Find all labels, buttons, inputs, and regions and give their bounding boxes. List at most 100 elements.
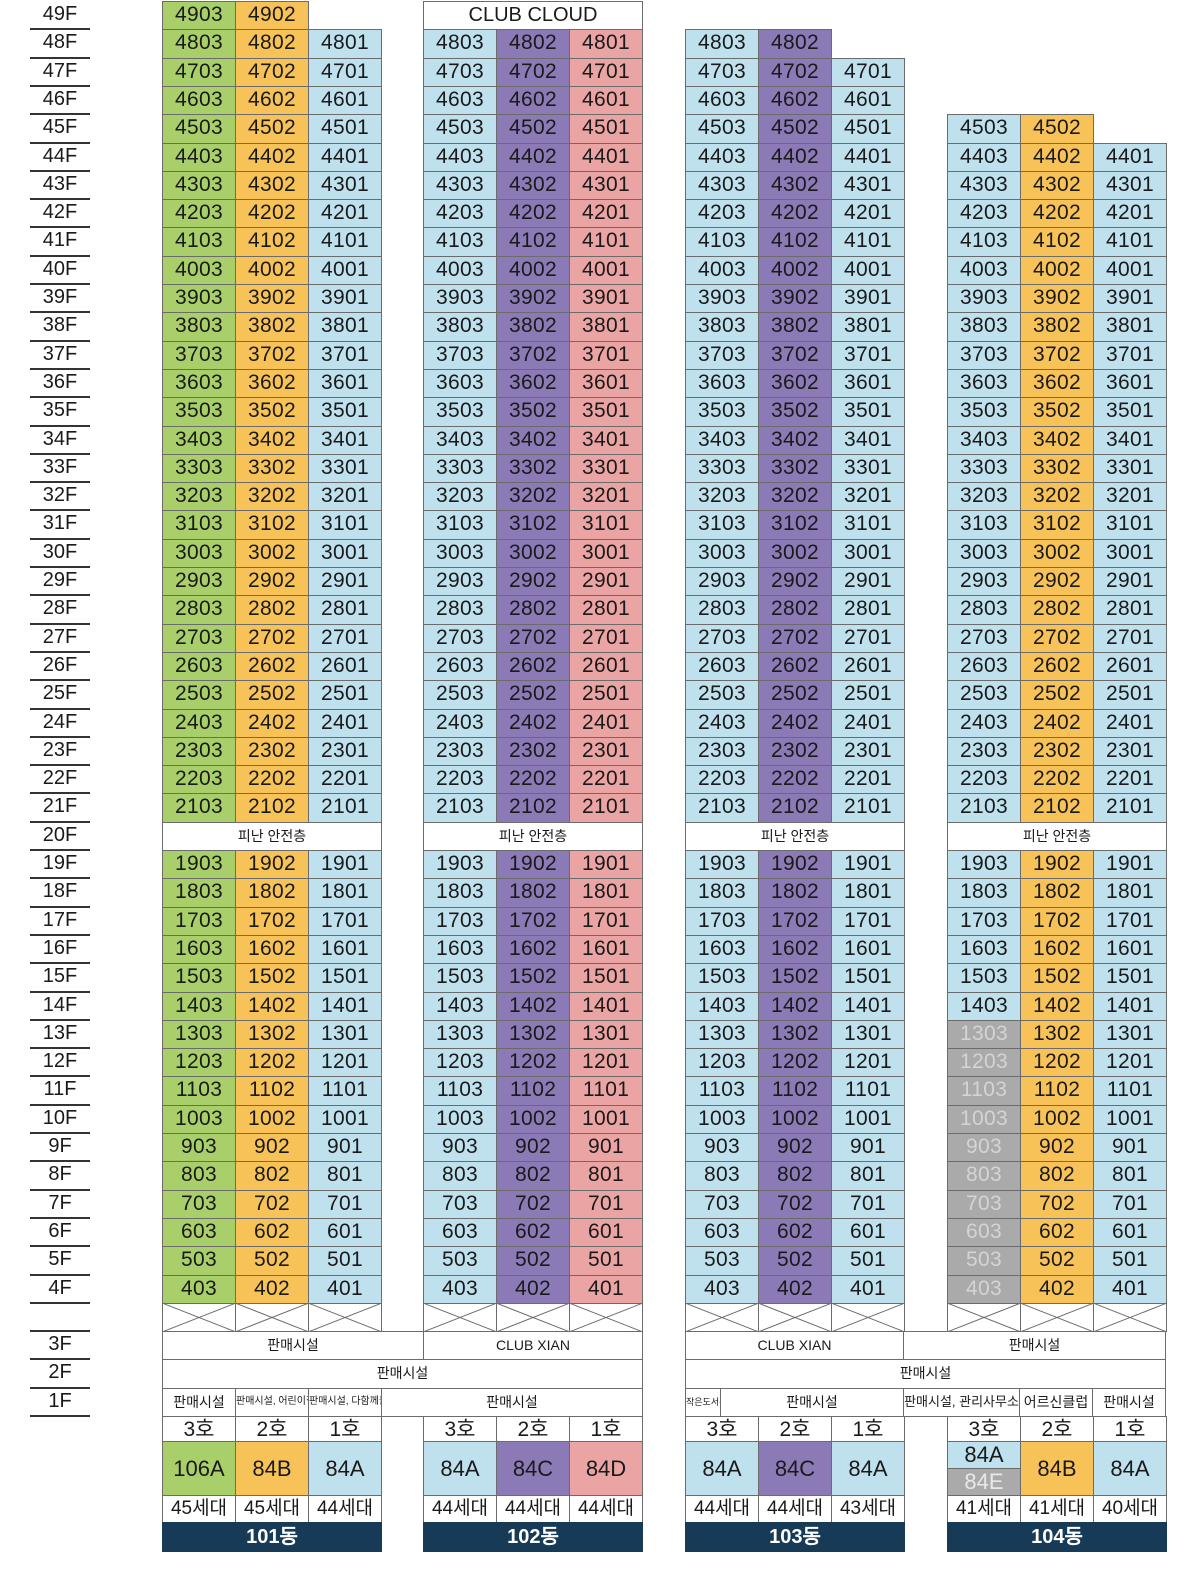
unit-cell: 2402 <box>496 709 570 738</box>
pilotis-cross <box>685 1303 759 1332</box>
unit-cell: 4702 <box>496 58 570 87</box>
unit-cell: 4303 <box>685 171 759 200</box>
unit-cell: 902 <box>758 1133 832 1162</box>
unit-cell: 4401 <box>569 143 643 172</box>
unit-cell: 1201 <box>569 1048 643 1077</box>
unit-cell: 2802 <box>235 595 309 625</box>
unit-cell: 2901 <box>1093 567 1167 596</box>
unit-cell: 2301 <box>308 737 382 766</box>
unit-cell: 3803 <box>947 312 1021 342</box>
unit-cell: 1303 <box>947 1020 1021 1049</box>
household-count: 44세대 <box>308 1495 382 1523</box>
unit-cell: 3201 <box>308 482 382 511</box>
unit-cell: 1402 <box>1020 992 1094 1021</box>
unit-cell: 3801 <box>308 312 382 342</box>
unit-cell: 1803 <box>947 878 1021 908</box>
unit-cell: 1301 <box>831 1020 905 1049</box>
floor-label: 44F <box>30 143 90 172</box>
unit-cell: 1601 <box>569 935 643 964</box>
unit-cell: 2703 <box>162 624 236 653</box>
unit-cell: 4701 <box>308 58 382 87</box>
unit-cell: 402 <box>235 1275 309 1304</box>
unit-cell: 602 <box>758 1218 832 1247</box>
unit-cell: 3401 <box>569 426 643 455</box>
unit-cell: 2702 <box>235 624 309 653</box>
unit-cell: 3301 <box>308 454 382 483</box>
unit-cell: 3403 <box>162 426 236 455</box>
unit-cell: 1802 <box>1020 878 1094 908</box>
unit-cell: 502 <box>758 1246 832 1276</box>
unit-cell: 4202 <box>1020 199 1094 228</box>
unit-cell: 603 <box>423 1218 497 1247</box>
unit-cell: 1302 <box>1020 1020 1094 1049</box>
unit-cell: 3202 <box>235 482 309 511</box>
unit-cell: 3702 <box>758 341 832 370</box>
unit-cell: 3501 <box>1093 397 1167 427</box>
unit-cell: 401 <box>831 1275 905 1304</box>
unit-cell: 3703 <box>947 341 1021 370</box>
unit-cell: 1301 <box>569 1020 643 1049</box>
unit-cell: 2401 <box>831 709 905 738</box>
unit-cell: 702 <box>235 1190 309 1219</box>
floor2-facility-right: 판매시설 <box>685 1359 1166 1389</box>
unit-type-label: 84C <box>758 1441 832 1496</box>
unit-cell: 4101 <box>569 227 643 257</box>
unit-cell: 4802 <box>496 29 570 59</box>
unit-cell: 902 <box>496 1133 570 1162</box>
unit-cell: 702 <box>758 1190 832 1219</box>
unit-cell: 3801 <box>831 312 905 342</box>
unit-cell: 4103 <box>162 227 236 257</box>
unit-cell: 603 <box>947 1218 1021 1247</box>
unit-cell: 4803 <box>685 29 759 59</box>
unit-cell: 4202 <box>235 199 309 228</box>
unit-cell: 4702 <box>758 58 832 87</box>
unit-cell: 4502 <box>496 114 570 144</box>
floor-label: 7F <box>30 1190 90 1219</box>
unit-cell: 2503 <box>162 680 236 710</box>
unit-cell: 3503 <box>423 397 497 427</box>
unit-cell: 3602 <box>496 369 570 398</box>
unit-cell: 4102 <box>235 227 309 257</box>
unit-cell: 1003 <box>685 1105 759 1134</box>
unit-cell: 2601 <box>1093 652 1167 681</box>
unit-type-label: 84A <box>685 1441 759 1496</box>
unit-cell: 4403 <box>685 143 759 172</box>
unit-cell: 3603 <box>423 369 497 398</box>
unit-cell: 3103 <box>685 510 759 540</box>
unit-cell: 2402 <box>1020 709 1094 738</box>
floor1-facility: 판매시설 <box>381 1388 643 1417</box>
unit-cell: 3102 <box>496 510 570 540</box>
unit-cell: 3202 <box>758 482 832 511</box>
unit-cell: 4402 <box>1020 143 1094 172</box>
unit-cell: 803 <box>685 1161 759 1191</box>
unit-cell: 1503 <box>423 963 497 993</box>
unit-cell: 1802 <box>496 878 570 908</box>
unit-cell: 4801 <box>569 29 643 59</box>
household-count: 40세대 <box>1093 1495 1167 1523</box>
unit-cell: 1201 <box>308 1048 382 1077</box>
unit-cell: 1303 <box>162 1020 236 1049</box>
unit-cell: 1801 <box>308 878 382 908</box>
unit-cell: 1801 <box>831 878 905 908</box>
unit-cell: 4501 <box>569 114 643 144</box>
unit-cell: 1803 <box>685 878 759 908</box>
unit-cell: 3301 <box>1093 454 1167 483</box>
unit-cell: 2702 <box>1020 624 1094 653</box>
unit-cell: 2502 <box>235 680 309 710</box>
unit-type-label: 84B <box>235 1441 309 1496</box>
unit-cell: 3801 <box>569 312 643 342</box>
unit-cell: 4201 <box>569 199 643 228</box>
unit-cell: 2501 <box>831 680 905 710</box>
unit-cell: 4201 <box>831 199 905 228</box>
unit-cell: 903 <box>947 1133 1021 1162</box>
refuge-floor: 피난 안전층 <box>947 822 1167 851</box>
unit-cell: 4601 <box>831 86 905 115</box>
unit-cell: 2902 <box>235 567 309 596</box>
floor-label: 18F <box>30 878 90 908</box>
unit-cell: 1403 <box>685 992 759 1021</box>
floor-label: 47F <box>30 58 90 87</box>
unit-cell: 2903 <box>685 567 759 596</box>
unit-number-label: 3호 <box>947 1416 1021 1445</box>
unit-cell: 601 <box>569 1218 643 1247</box>
floor-label: 2F <box>30 1359 90 1389</box>
